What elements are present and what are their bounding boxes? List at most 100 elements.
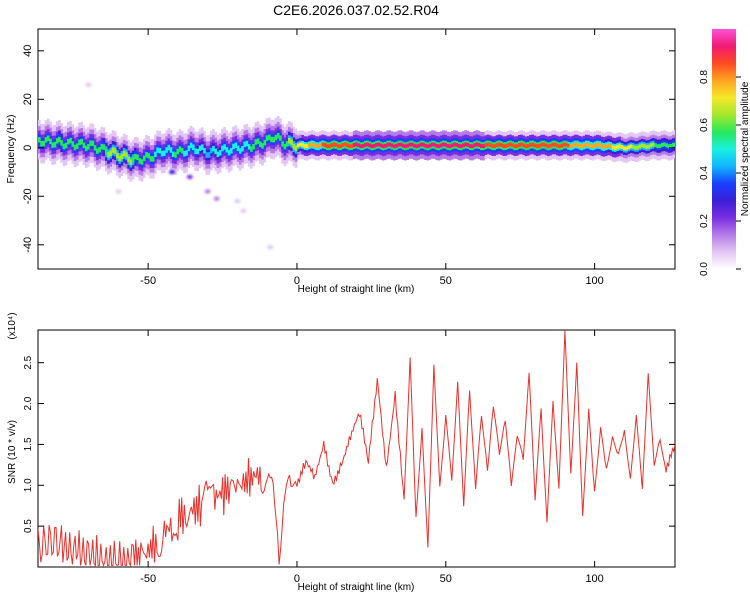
spectrogram-cell [165,147,168,153]
spectrogram-cell [73,144,77,151]
spectrogram-cell [430,142,434,147]
spectrogram-cell [609,144,613,148]
y-tick-label: -20 [22,188,34,204]
spectrogram-cell [591,144,595,149]
spectrogram-cell [149,156,153,162]
spectrogram-cell [660,143,664,147]
spectrogram-cell [663,142,666,147]
spectrogram-cell [384,143,387,148]
spectrogram-cell [611,145,615,150]
spectrogram-y-ticks: -40 -20 0 20 40 [22,45,675,253]
spectrogram-cell [330,143,334,147]
spectrogram-cell [518,142,521,147]
spectrogram-cell [147,153,150,159]
y-tick-label: 2.5 [23,355,34,369]
snr-y-axis-label: SNR (10 * v/v) [7,420,18,484]
x-tick-label: 0 [294,573,300,585]
snr-x-axis-label: Height of straight line (km) [298,582,415,593]
spectrogram-cell [602,145,606,149]
colorbar-tick-label: 0.6 [699,118,710,132]
spectrogram-cell [352,143,356,147]
spectrogram-cell [198,145,202,151]
spectrogram-cell [158,148,162,154]
spectrogram-cell [435,143,438,148]
spectrogram-cell [448,144,452,149]
spectrogram-cell [401,143,405,148]
spectrogram-cell [636,145,639,150]
spectrogram-cell [256,138,260,144]
spectrogram-cell [350,144,354,148]
spectrogram-cell [446,143,450,148]
spectrogram-cell [145,152,148,158]
spectrogram-cell [60,140,63,146]
spectrogram-cell [495,143,499,147]
spectrogram-cell [424,143,427,148]
spectrogram-cell [76,143,79,149]
spectrogram-cell [375,142,378,147]
spectrogram-cell [573,142,577,147]
spectrogram-cell [214,148,217,155]
spectrogram-cell [538,143,541,148]
spectrogram-cell [171,151,175,157]
x-tick-label: -50 [140,573,156,585]
spectrogram-cell [259,141,262,147]
spectrogram-cell [127,156,130,163]
spectrogram-cell [187,145,191,152]
spectrogram-cell [241,146,244,152]
spectrogram-cell [569,144,572,149]
spectrogram-y-axis-label: Frequency (Hz) [6,115,17,184]
spectrogram-cell [442,142,445,147]
spectrogram-cell [323,143,327,147]
spectrogram-cell [274,134,278,141]
snr-panel: -50 0 50 100 0.5 1.0 1.5 2.0 2.5 Height of stra… [7,312,676,593]
spectrogram-cell [587,142,590,147]
spectrogram-cell [459,144,463,149]
spectrogram-cell [370,144,374,149]
spectrogram-cell [118,155,121,162]
spectrogram-cell [55,138,59,144]
spectrogram-cell [263,139,267,146]
spectrogram-cell [562,142,566,147]
spectrogram-cell [218,150,222,156]
spectrogram-cell [457,144,461,148]
spectrogram-cell [607,143,610,148]
spectrogram-cell [283,143,287,150]
spectrogram-blob [267,245,274,250]
spectrogram-cell [506,143,510,147]
spectrogram-cell [71,141,75,147]
spectrogram-blob [186,174,193,180]
spectrogram-cell [156,147,159,153]
spectrogram-cell [643,144,646,148]
spectrogram-cell [69,137,72,144]
spectrogram-cell [524,144,528,149]
spectrogram-cell [361,144,365,148]
spectrogram-cell [42,140,46,147]
spectrogram-cell [247,144,251,150]
y-tick-label: 40 [22,45,34,57]
spectrogram-cell [381,144,385,149]
spectrogram-cell [355,142,358,147]
spectrogram-cell [125,152,128,158]
spectrogram-cell [292,143,296,150]
spectrogram-cell [493,144,496,149]
spectrogram-cell [267,134,271,141]
spectrogram-cell [444,142,447,147]
spectrogram-cell [185,150,188,156]
spectrogram-cell [475,142,479,147]
spectrogram-cell [178,146,182,152]
spectrogram-cell [174,152,177,158]
spectrogram-cell [520,142,523,147]
spectrogram-cell [120,153,124,160]
spectrogram-cell [154,151,157,158]
spectrogram-cell [134,153,137,160]
spectrogram-cell [201,144,204,150]
spectrogram-cell [471,144,474,149]
spectrogram-cell [393,144,396,149]
spectrogram-blob [240,208,247,213]
spectrogram-cell [78,139,81,146]
spectrogram-cell [522,143,525,148]
spectrogram-cell [107,152,110,158]
spectrogram-cell [553,142,557,147]
x-tick-label: 100 [585,573,603,585]
spectrogram-cell [252,143,255,150]
